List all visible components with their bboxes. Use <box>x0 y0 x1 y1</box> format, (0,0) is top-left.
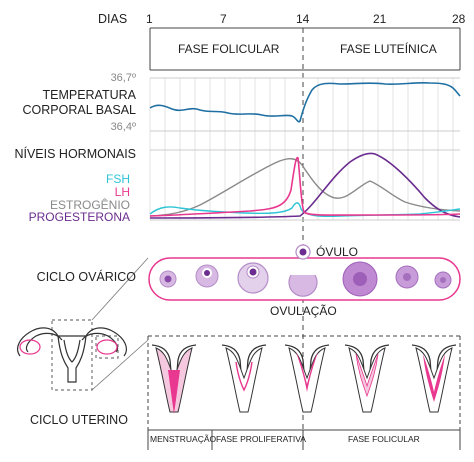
progesterone-curve <box>149 152 461 219</box>
hormones-title: NÍVEIS HORMONAIS <box>14 147 136 161</box>
corpus-albicans <box>434 271 452 289</box>
uterus-stage-4 <box>344 344 390 413</box>
uterus-stage-2 <box>221 344 267 413</box>
uterus-stage-1 <box>151 344 197 414</box>
follicle-ruptured <box>288 244 318 297</box>
temp-max-label: 36,7º <box>110 72 136 84</box>
follicle-1 <box>159 270 177 288</box>
corpus-luteum-large <box>342 261 378 297</box>
ovum-label: ÓVULO <box>316 245 359 259</box>
grid <box>149 78 454 220</box>
corpus-luteum-medium <box>395 265 419 289</box>
follicle-2 <box>195 264 219 288</box>
temp-title-line2: CORPORAL BASAL <box>22 103 136 117</box>
uterus-stage-5 <box>411 344 457 413</box>
fsh-legend: FSH <box>106 172 130 186</box>
uterine-title: CICLO UTERINO <box>30 413 128 427</box>
luteal-phase-label: FASE LUTEÍNICA <box>340 42 437 56</box>
estrogen-curve <box>149 158 461 217</box>
reproductive-system-icon <box>17 257 149 391</box>
uterine-phase-proliferative: FASE PROLIFERATIVA <box>216 434 306 444</box>
temp-min-label: 36,4º <box>110 121 136 133</box>
uterine-phase-menstruation: MENSTRUAÇÃO <box>150 434 217 444</box>
lh-legend: LH <box>114 185 130 199</box>
day-tick-14: 14 <box>296 12 310 26</box>
day-tick-28: 28 <box>452 12 466 26</box>
ovarian-cycle <box>148 244 461 301</box>
ovulation-label: OVULAÇÃO <box>270 304 337 318</box>
follicle-3 <box>237 262 269 294</box>
uterine-phase-follicular: FASE FOLICULAR <box>348 434 420 444</box>
days-label: DIAS <box>98 12 128 26</box>
follicular-phase-label: FASE FOLICULAR <box>178 42 280 56</box>
estrogen-legend: ESTROGÊNIO <box>49 198 130 212</box>
uterus-stage-3 <box>284 344 330 413</box>
progesterone-legend: PROGESTERONA <box>28 210 130 224</box>
day-axis <box>149 27 461 430</box>
temp-title-line1: TEMPERATURA <box>42 88 136 102</box>
ovarian-title: CICLO OVÁRICO <box>36 270 136 284</box>
uterine-cycle <box>147 335 461 450</box>
day-tick-21: 21 <box>373 12 387 26</box>
temperature-curve <box>149 81 461 123</box>
day-tick-7: 7 <box>220 12 227 26</box>
day-tick-1: 1 <box>146 12 153 26</box>
lh-curve <box>149 156 461 217</box>
